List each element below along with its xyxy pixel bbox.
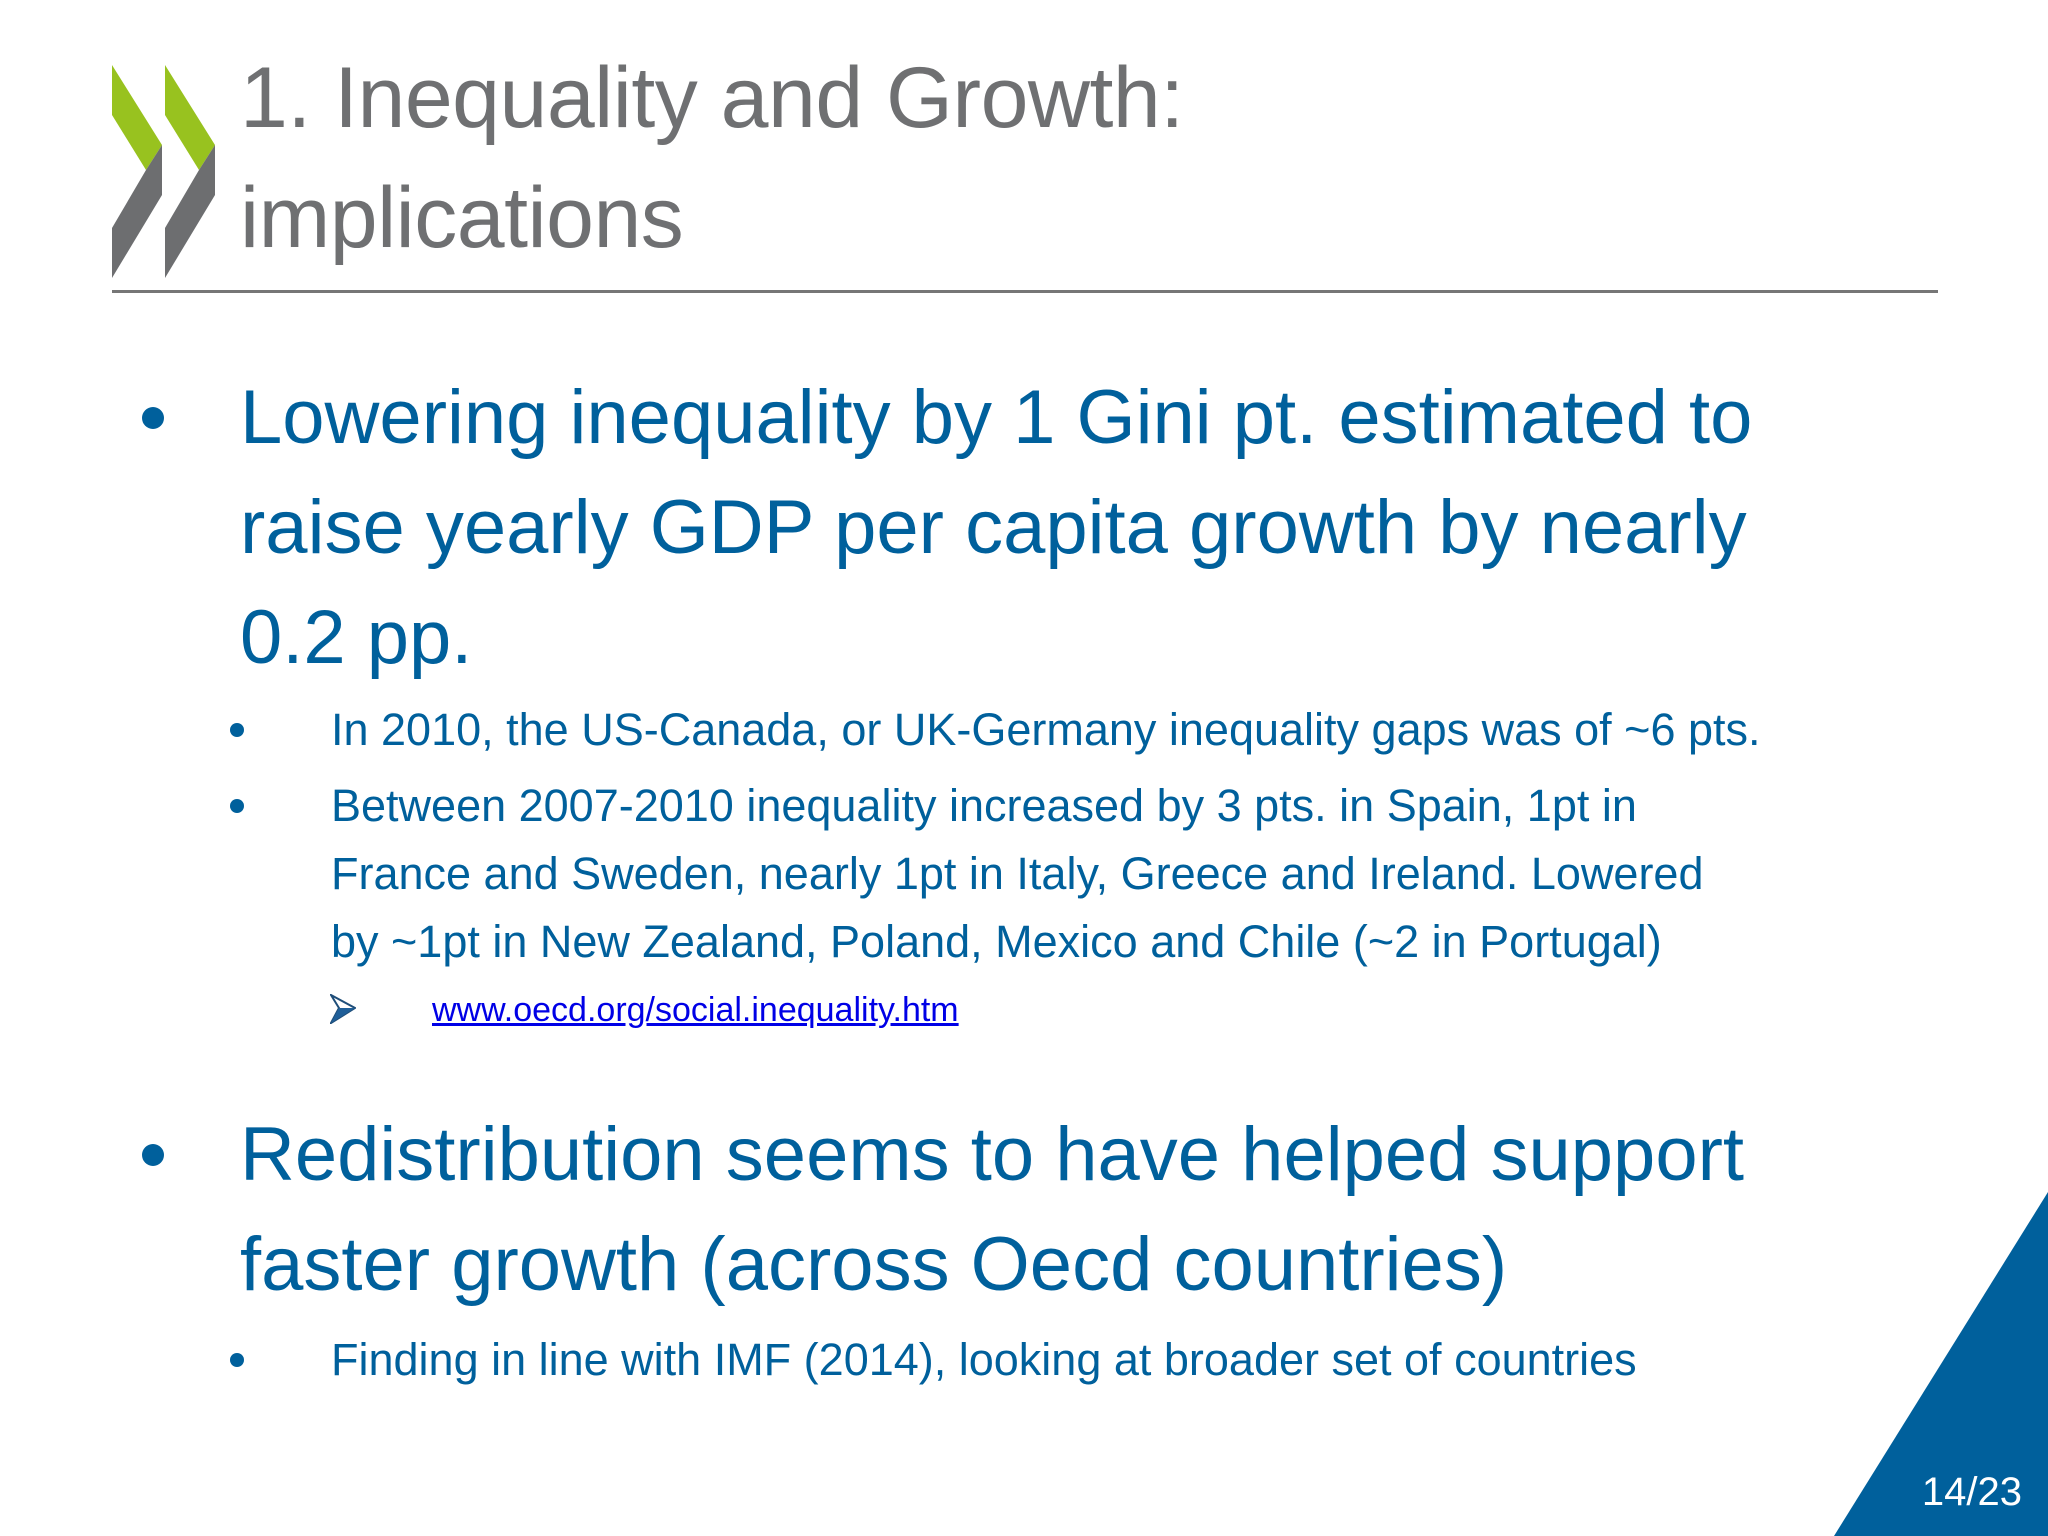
bullet-1-line-3: 0.2 pp. xyxy=(240,595,473,680)
arrowhead-bullet-icon xyxy=(330,994,356,1024)
sub-bullet-1-2-line-1: Between 2007-2010 inequality increased b… xyxy=(331,780,1637,831)
bullet-1: Lowering inequality by 1 Gini pt. estima… xyxy=(142,363,1960,693)
sub-bullet-dot-icon xyxy=(230,799,244,813)
sub-bullet-2-1: Finding in line with IMF (2014), looking… xyxy=(230,1326,2031,1394)
bullet-dot-icon xyxy=(142,1144,164,1166)
bullet-2-line-2: faster growth (across Oecd countries) xyxy=(240,1222,1508,1307)
page-number: 14/23 xyxy=(1921,1470,2022,1514)
chevron-right-icon xyxy=(165,65,215,278)
sub-bullet-dot-icon xyxy=(230,723,244,737)
bullet-dot-icon xyxy=(142,407,164,429)
bullet-1-line-2: raise yearly GDP per capita growth by ne… xyxy=(240,485,1747,570)
title-line-1: 1. Inequality and Growth: xyxy=(240,50,1184,146)
bullet-2: Redistribution seems to have helped supp… xyxy=(142,1100,1960,1320)
sub-bullet-dot-icon xyxy=(230,1353,244,1367)
sub-bullet-1-2-line-3: by ~1pt in New Zealand, Poland, Mexico a… xyxy=(331,916,1662,967)
slide-title: 1. Inequality and Growth: implications xyxy=(240,38,1184,278)
oecd-logo-icon xyxy=(112,65,215,278)
bullet-2-line-1: Redistribution seems to have helped supp… xyxy=(240,1112,1745,1197)
bullet-1-line-1: Lowering inequality by 1 Gini pt. estima… xyxy=(240,375,1753,460)
sub-bullet-2-1-text: Finding in line with IMF (2014), looking… xyxy=(331,1334,1637,1385)
sub-bullet-1-1-text: In 2010, the US-Canada, or UK-Germany in… xyxy=(331,704,1761,755)
chevron-left-icon xyxy=(112,65,162,278)
corner-triangle-decoration xyxy=(1834,1192,2048,1536)
sub-bullet-1-2-line-2: France and Sweden, nearly 1pt in Italy, … xyxy=(331,848,1704,899)
sub-bullet-1-2: Between 2007-2010 inequality increased b… xyxy=(230,772,2031,976)
oecd-inequality-link[interactable]: www.oecd.org/social.inequality.htm xyxy=(432,991,959,1029)
sub-bullet-1-1: In 2010, the US-Canada, or UK-Germany in… xyxy=(230,696,2031,764)
title-divider xyxy=(112,290,1938,293)
link-item: www.oecd.org/social.inequality.htm xyxy=(330,986,959,1034)
title-line-2: implications xyxy=(240,170,684,266)
